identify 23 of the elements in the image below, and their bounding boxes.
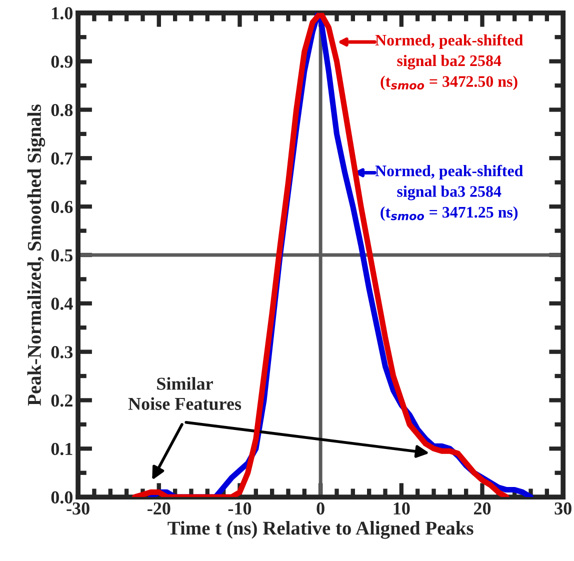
- x-tick-label: 30: [554, 502, 572, 515]
- y-tick-label: 0.0: [51, 491, 73, 504]
- y-tick-label: 0.5: [51, 249, 73, 262]
- x-tick-label: 10: [394, 502, 410, 515]
- y-tick-label: 0.1: [51, 442, 72, 456]
- legend-label: Normed, peak-shifted signal ba3 2584 (t$_{smoo}$ = 3471.25 ns): [375, 164, 524, 221]
- x-tick-label: -30: [66, 502, 90, 515]
- y-tick-label: 0.7: [51, 152, 73, 165]
- legend-label: Normed, peak-shifted signal ba2 2584 (t$_{smoo}$ = 3472.50 ns): [375, 34, 524, 90]
- y-tick-label: 0.4: [51, 298, 73, 310]
- x-axis-title: Time t (ns) Relative to Aligned Peaks: [168, 521, 474, 539]
- y-axis-title: Peak-Normalized, Smoothed Signals: [27, 104, 46, 406]
- y-tick-label: 0.9: [51, 56, 73, 68]
- y-tick-label: 0.3: [51, 346, 73, 358]
- x-tick-label: -20: [148, 502, 170, 515]
- annotation: Similar Noise Features: [128, 377, 242, 410]
- x-tick-label: 20: [474, 502, 491, 515]
- y-tick-label: 0.6: [51, 200, 73, 214]
- y-tick-label: 0.2: [51, 394, 72, 407]
- y-tick-label: 1.0: [52, 7, 73, 20]
- x-tick-label: -10: [228, 502, 252, 515]
- y-tick-label: 0.8: [51, 104, 73, 116]
- x-tick-label: 0: [316, 502, 324, 515]
